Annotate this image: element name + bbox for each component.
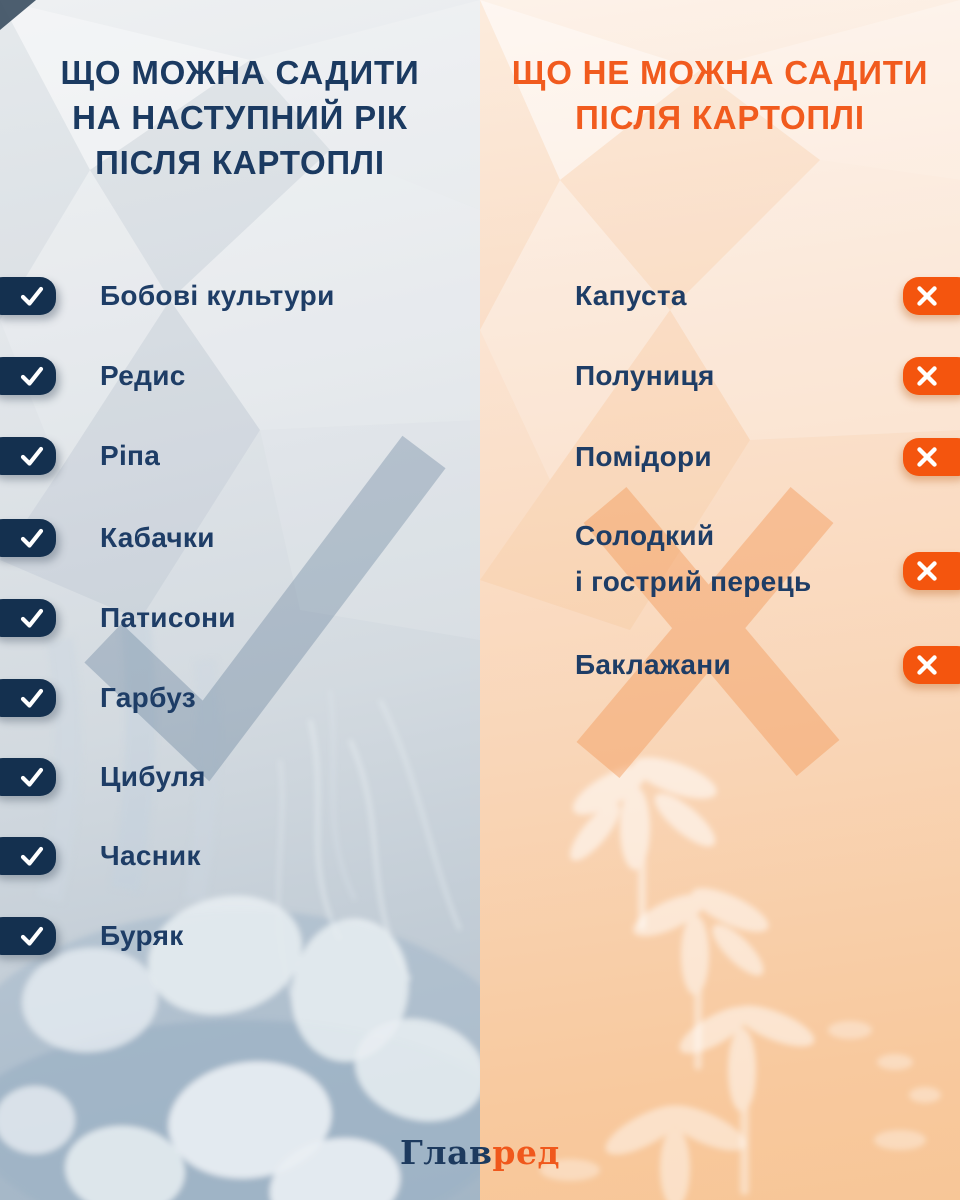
x-icon: [903, 357, 960, 395]
x-icon: [903, 552, 960, 590]
check-icon: [0, 519, 56, 557]
logo-part-glav: Глав: [400, 1133, 493, 1172]
check-icon: [0, 357, 56, 395]
x-watermark-icon: [576, 486, 840, 778]
allowed-item-row: Кабачки: [0, 519, 480, 557]
item-label: Буряк: [100, 920, 184, 951]
forbidden-item-row: Баклажани: [480, 646, 960, 684]
x-icon: [903, 438, 960, 476]
check-icon: [0, 679, 56, 717]
check-icon: [0, 277, 56, 315]
logo-part-red: ред: [492, 1133, 560, 1172]
item-label: Ріпа: [100, 440, 161, 471]
x-icon: [903, 646, 960, 684]
allowed-panel: ЩО МОЖНА САДИТИ НА НАСТУПНИЙ РІК ПІСЛЯ К…: [0, 0, 480, 1200]
check-icon: [0, 917, 56, 955]
forbidden-item-row: Помідори: [480, 438, 960, 476]
allowed-item-row: Патисони: [0, 599, 480, 637]
allowed-item-row: Бобові культури: [0, 277, 480, 315]
item-label: Кабачки: [100, 522, 215, 553]
check-icon: [0, 599, 56, 637]
allowed-item-row: Гарбуз: [0, 679, 480, 717]
item-label: Бобові культури: [100, 280, 335, 311]
check-icon: [0, 437, 56, 475]
left-lowpoly-background: [0, 0, 480, 640]
seedlings-photo: [540, 757, 941, 1200]
item-label: Цибуля: [100, 761, 206, 792]
item-label: Полуниця: [575, 360, 715, 391]
forbidden-item-row: Полуниця: [480, 357, 960, 395]
check-icon: [0, 758, 56, 796]
item-label: Патисони: [100, 602, 236, 633]
allowed-item-row: Ріпа: [0, 437, 480, 475]
check-icon: [0, 837, 56, 875]
allowed-item-row: Часник: [0, 837, 480, 875]
item-label: Капуста: [575, 280, 687, 311]
item-label: Солодкий і гострий перець: [575, 520, 812, 597]
potatoes-photo: [0, 618, 480, 1200]
forbidden-item-row: Капуста: [480, 277, 960, 315]
x-icon: [903, 277, 960, 315]
item-label: Редис: [100, 360, 186, 391]
allowed-item-row: Редис: [0, 357, 480, 395]
right-lowpoly-background: [480, 0, 960, 630]
item-label: Помідори: [575, 441, 712, 472]
glavred-logo: Главред: [0, 1133, 960, 1172]
allowed-item-row: Цибуля: [0, 758, 480, 796]
forbidden-item-row: Солодкий і гострий перець: [480, 513, 960, 605]
item-label: Часник: [100, 840, 201, 871]
item-label: Баклажани: [575, 649, 732, 680]
forbidden-title: ЩО НЕ МОЖНА САДИТИ ПІСЛЯ КАРТОПЛІ: [511, 54, 929, 136]
allowed-title: ЩО МОЖНА САДИТИ НА НАСТУПНИЙ РІК ПІСЛЯ К…: [60, 54, 420, 181]
check-watermark-icon: [84, 435, 446, 782]
forbidden-panel: ЩО НЕ МОЖНА САДИТИ ПІСЛЯ КАРТОПЛІ Капуст…: [480, 0, 960, 1200]
item-label: Гарбуз: [100, 682, 197, 713]
allowed-item-row: Буряк: [0, 917, 480, 955]
